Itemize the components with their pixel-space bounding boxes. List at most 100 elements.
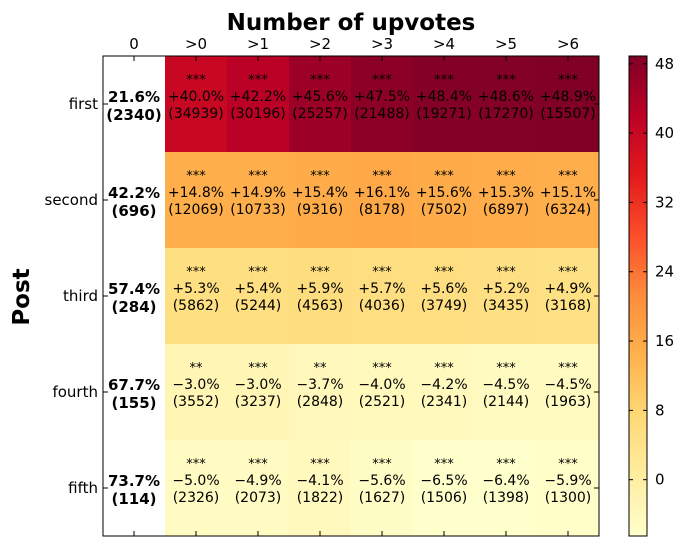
cell-count-label: (17270) — [478, 106, 533, 122]
heatmap-cell — [413, 152, 476, 249]
heatmap-cell — [289, 152, 352, 249]
cell-count-label: (12069) — [168, 202, 223, 218]
cell-count-label: (6897) — [483, 202, 530, 218]
y-tick-label: third — [63, 287, 98, 305]
cell-value-label: +42.2% — [230, 89, 286, 105]
cell-count-label: (15507) — [540, 106, 595, 122]
cell-significance-label: *** — [248, 73, 268, 88]
cell-value-label: +15.3% — [478, 185, 534, 201]
cell-count-label: (3749) — [421, 298, 468, 314]
heatmap-cell — [475, 248, 538, 345]
cell-significance-label: *** — [310, 73, 330, 88]
cell-value-label: +47.5% — [354, 89, 410, 105]
cell-value-label: −3.0% — [234, 377, 281, 393]
cell-significance-label: *** — [372, 361, 392, 376]
cell-count-label: (4036) — [359, 298, 406, 314]
colorbar-gradient — [628, 55, 648, 537]
cell-significance-label: *** — [558, 265, 578, 280]
baseline-pct-label: 21.6% — [108, 88, 160, 106]
x-tick-label: >1 — [247, 35, 269, 53]
cell-value-label: −4.2% — [420, 377, 467, 393]
heatmap-cell — [351, 56, 414, 153]
cell-significance-label: *** — [558, 169, 578, 184]
cell-significance-label: *** — [372, 457, 392, 472]
heatmap-cells — [165, 56, 600, 537]
heatmap-cell — [537, 56, 600, 153]
y-axis-ticks: first second third fourth fifth — [45, 95, 599, 497]
cell-value-label: +15.1% — [540, 185, 596, 201]
x-axis-ticks: 0 >0 >1 >2 >3 >4 >5 >6 — [129, 35, 579, 536]
cell-value-label: +14.9% — [230, 185, 286, 201]
cell-significance-label: *** — [496, 457, 516, 472]
cell-count-label: (5862) — [173, 298, 220, 314]
colorbar-tick-label: 8 — [655, 401, 665, 419]
y-tick-label: second — [45, 191, 99, 209]
cell-significance-label: *** — [558, 457, 578, 472]
cell-value-label: +4.9% — [544, 281, 591, 297]
x-tick-label: >0 — [185, 35, 207, 53]
colorbar-tick-label: 32 — [655, 193, 674, 211]
cell-count-label: (3168) — [545, 298, 592, 314]
cell-value-label: +5.2% — [482, 281, 529, 297]
cell-count-label: (7502) — [421, 202, 468, 218]
heatmap-cell — [413, 344, 476, 441]
cell-value-label: −4.9% — [234, 473, 281, 489]
cell-count-label: (3237) — [235, 394, 282, 410]
heatmap-cell — [413, 56, 476, 153]
cell-significance-label: ** — [314, 361, 328, 376]
baseline-column: 21.6%(2340) 42.2%(696) 57.4%(284) 67.7%(155… — [103, 56, 165, 536]
cell-value-label: +5.9% — [296, 281, 343, 297]
heatmap-cell — [413, 440, 476, 537]
baseline-pct-label: 67.7% — [108, 376, 160, 394]
cell-value-label: −3.0% — [172, 377, 219, 393]
heatmap-cell — [537, 440, 600, 537]
baseline-count-label: (696) — [111, 202, 156, 220]
heatmap-cell — [165, 440, 228, 537]
y-tick-label: fifth — [68, 479, 98, 497]
heatmap-cell — [165, 248, 228, 345]
cell-value-label: −4.0% — [358, 377, 405, 393]
y-axis-title: Post — [9, 268, 35, 325]
cell-count-label: (5244) — [235, 298, 282, 314]
cell-value-label: +48.6% — [478, 89, 534, 105]
plot-frame — [102, 55, 600, 537]
cell-significance-label: *** — [434, 169, 454, 184]
heatmap-cell — [227, 56, 290, 153]
baseline-pct-label: 73.7% — [108, 472, 160, 490]
cell-count-label: (2073) — [235, 490, 282, 506]
cell-value-label: +40.0% — [168, 89, 224, 105]
cell-value-label: −4.5% — [544, 377, 591, 393]
cell-significance-label: *** — [186, 169, 206, 184]
heatmap-cell — [351, 440, 414, 537]
cell-significance-label: *** — [248, 457, 268, 472]
cell-significance-label: *** — [186, 457, 206, 472]
cell-significance-label: *** — [310, 457, 330, 472]
cell-count-label: (3552) — [173, 394, 220, 410]
cell-significance-label: *** — [310, 265, 330, 280]
x-tick-label: >2 — [309, 35, 331, 53]
cell-value-label: −4.1% — [296, 473, 343, 489]
cell-labels: ***+40.0%(34939)***+42.2%(30196)***+45.6… — [168, 73, 596, 506]
baseline-count-label: (114) — [111, 490, 156, 508]
cell-count-label: (1627) — [359, 490, 406, 506]
heatmap-cell — [165, 56, 228, 153]
heatmap-cell — [165, 152, 228, 249]
cell-count-label: (30196) — [230, 106, 285, 122]
heatmap-cell — [227, 440, 290, 537]
cell-value-label: +14.8% — [168, 185, 224, 201]
colorbar-tick-label: 24 — [655, 263, 674, 281]
heatmap-cell — [165, 344, 228, 441]
cell-count-label: (4563) — [297, 298, 344, 314]
heatmap-cell — [289, 248, 352, 345]
cell-value-label: −6.4% — [482, 473, 529, 489]
cell-value-label: +48.4% — [416, 89, 472, 105]
cell-value-label: +48.9% — [540, 89, 596, 105]
cell-count-label: (9316) — [297, 202, 344, 218]
cell-value-label: +16.1% — [354, 185, 410, 201]
cell-count-label: (3435) — [483, 298, 530, 314]
heatmap-cell — [227, 152, 290, 249]
colorbar: 0 8 16 24 32 40 48 — [628, 55, 674, 537]
heatmap-cell — [413, 248, 476, 345]
cell-value-label: +5.6% — [420, 281, 467, 297]
